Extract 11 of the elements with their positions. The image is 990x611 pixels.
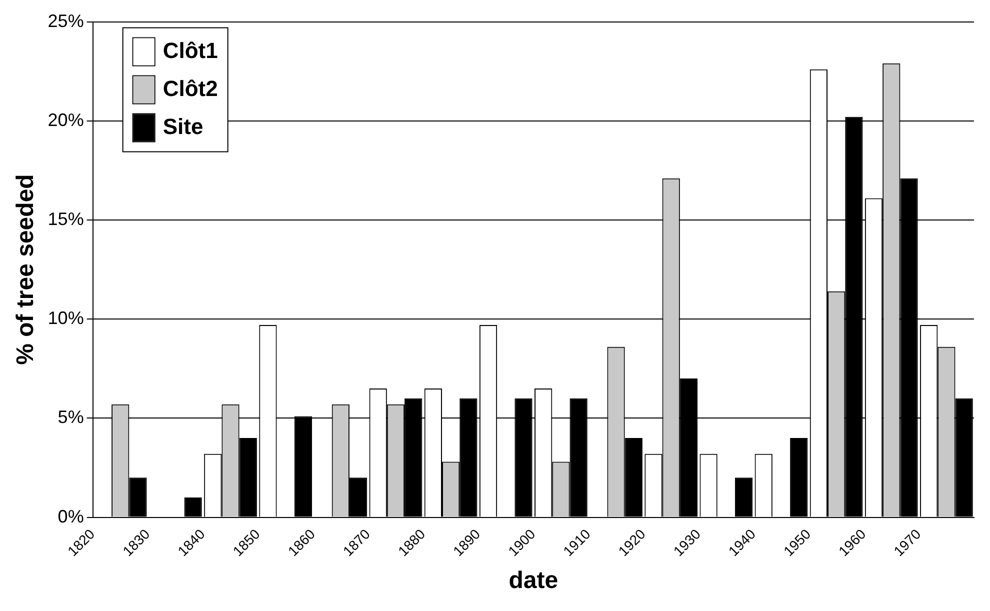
x-axis-title: date: [508, 567, 558, 594]
y-tick-label: 20%: [48, 110, 84, 130]
y-tick-label: 0%: [58, 506, 84, 526]
y-tick-label: 5%: [58, 407, 84, 428]
y-tick-label: 10%: [48, 308, 84, 328]
legend-label: Clôt2: [162, 76, 218, 101]
legend-label: Clôt1: [162, 38, 218, 63]
y-axis-title: % of tree seeded: [12, 174, 40, 365]
y-tick-label: 25%: [48, 10, 84, 31]
legend-label: Site: [162, 114, 204, 139]
y-tick-label: 15%: [48, 208, 84, 229]
